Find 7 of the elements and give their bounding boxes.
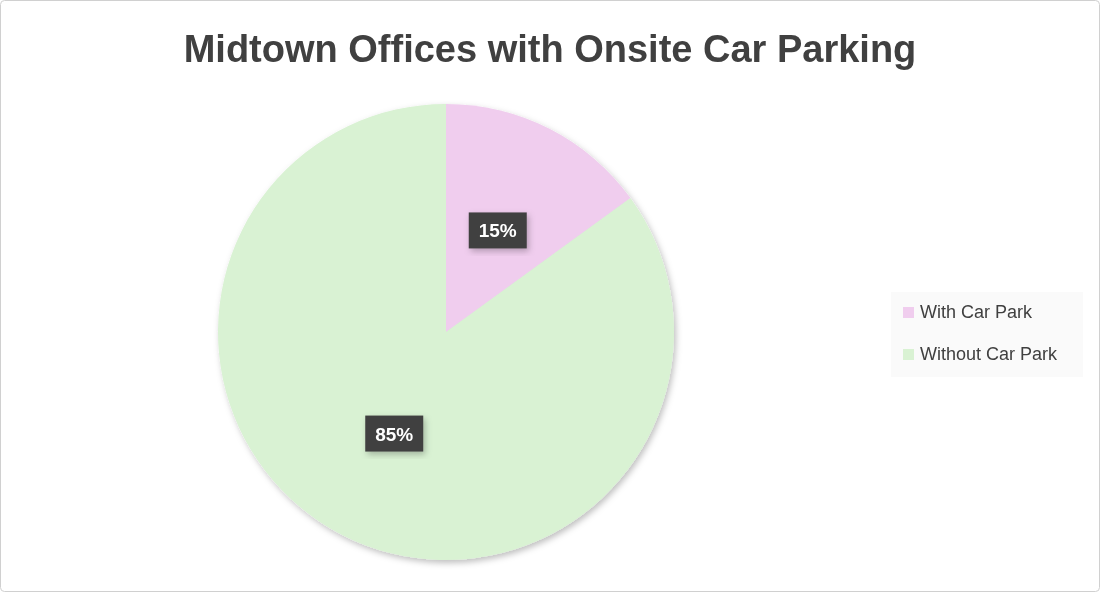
data-label: 15% <box>478 220 517 242</box>
data-label: 85% <box>375 423 414 445</box>
pie-slice <box>218 104 674 560</box>
legend-label: Without Car Park <box>920 344 1059 364</box>
legend-label: With Car Park <box>920 302 1034 322</box>
pie-slice <box>446 104 631 332</box>
chart-title: Midtown Offices with Onsite Car Parking <box>183 28 917 70</box>
